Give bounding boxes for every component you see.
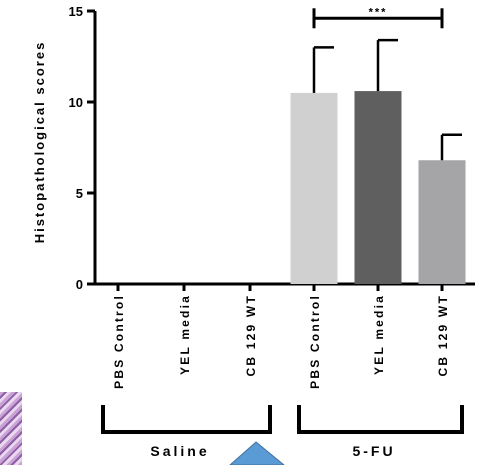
significance-label: *** [369, 6, 388, 18]
y-axis: 0 5 10 15 [69, 4, 475, 292]
y-tick-label: 15 [69, 4, 83, 19]
error-bars-layer [312, 38, 462, 161]
significance-bracket: *** [312, 6, 444, 29]
x-category-label: PBS Control [112, 294, 126, 389]
histology-image-fragment [0, 392, 22, 465]
x-category-label: CB 129 WT [244, 294, 258, 376]
x-category-label: YEL media [372, 294, 386, 375]
x-category-label: CB 129 WT [436, 294, 450, 376]
bar [418, 160, 466, 284]
y-tick-label: 5 [76, 186, 83, 201]
group-bracket [297, 405, 464, 434]
y-tick-label: 0 [76, 277, 83, 292]
bar [290, 92, 338, 285]
x-category-labels: PBS Control YEL media CB 129 WT PBS Control… [112, 294, 450, 389]
y-tick-label: 10 [69, 95, 83, 110]
group-label: Saline [150, 443, 209, 459]
x-category-label: PBS Control [308, 294, 322, 389]
group-bracket [101, 405, 272, 434]
group-brackets: Saline 5-FU [101, 405, 464, 465]
bars-layer [290, 91, 466, 285]
x-category-label: YEL media [178, 294, 192, 375]
triangle-marker-icon [229, 441, 285, 465]
group-label: 5-FU [352, 443, 395, 459]
bar [354, 91, 402, 284]
y-axis-label: Histopathological scores [32, 41, 47, 244]
